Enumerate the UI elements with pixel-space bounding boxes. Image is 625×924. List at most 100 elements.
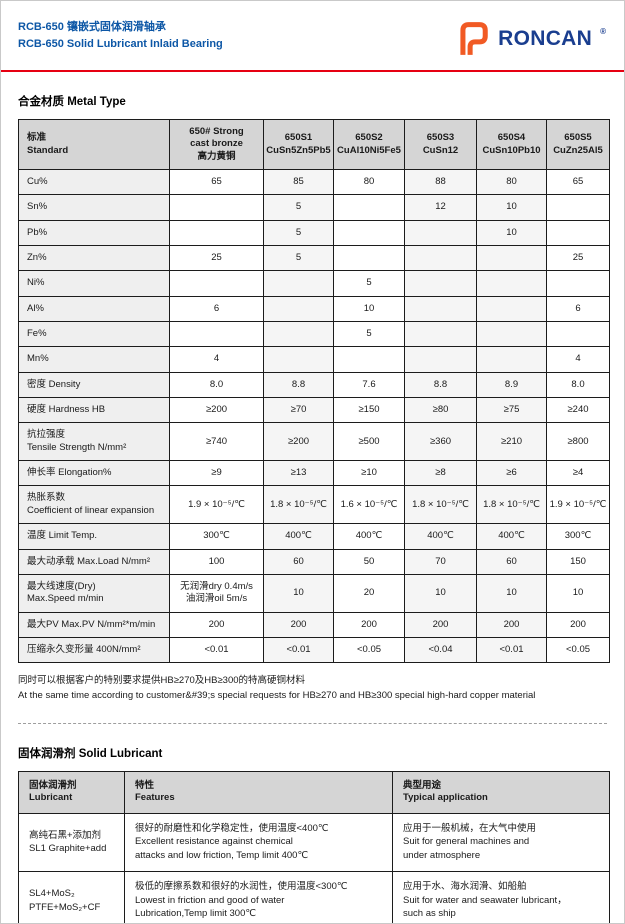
metal-value-cell <box>476 245 547 272</box>
table-row: 热胀系数 Coefficient of linear expansion 1.9 … <box>18 485 610 525</box>
metal-value-cell <box>169 270 264 297</box>
metal-table: 标准 Standard 650# Strong cast bronze 高力黄铜 6… <box>18 119 610 664</box>
metal-value-cell: 80 <box>333 168 405 196</box>
metal-standard-header: 标准 Standard <box>18 119 170 170</box>
metal-row-label: Pb% <box>18 219 170 247</box>
metal-value-cell: ≥200 <box>263 422 334 462</box>
metal-value-cell: 6 <box>169 295 264 323</box>
metal-value-cell: 300℃ <box>546 523 610 550</box>
lubricant-table: 固体润滑剂 Lubricant 特性 Features 典型用途 Typical a… <box>18 770 610 923</box>
metal-value-cell: 88 <box>404 168 477 196</box>
dashed-divider <box>18 722 607 724</box>
metal-value-cell: ≥240 <box>546 397 610 424</box>
metal-value-cell: 70 <box>404 548 477 575</box>
metal-value-cell: ≥75 <box>476 397 547 424</box>
metal-value-cell: 150 <box>546 548 610 575</box>
table-row: Zn% 25 5 25 <box>18 245 610 272</box>
metal-value-cell <box>333 219 405 247</box>
metal-value-cell: 5 <box>263 194 334 221</box>
registered-trademark-symbol: ® <box>600 26 606 36</box>
page-title: RCB-650 镶嵌式固体润滑轴承 RCB-650 Solid Lubrican… <box>18 19 223 53</box>
metal-value-cell <box>546 194 610 221</box>
metal-value-cell <box>404 245 477 272</box>
table-row: 高纯石黑+添加剂 SL1 Graphite+add 很好的耐磨性和化学稳定性，使用… <box>18 812 610 872</box>
metal-value-cell: 8.0 <box>546 371 610 399</box>
lubricant-application-cell: 应用于水、海水润滑、如船舶 Suit for water and seawate… <box>392 870 610 923</box>
metal-value-cell <box>404 321 477 348</box>
metal-value-cell <box>333 245 405 272</box>
metal-table-header: 标准 Standard 650# Strong cast bronze 高力黄铜 6… <box>18 119 610 170</box>
metal-row-label: Cu% <box>18 168 170 196</box>
table-row: Pb% 5 10 <box>18 219 610 247</box>
metal-value-cell <box>169 194 264 221</box>
metal-value-cell: 10 <box>263 573 334 613</box>
metal-row-label: 热胀系数 Coefficient of linear expansion <box>18 485 170 525</box>
metal-value-cell: 200 <box>546 611 610 638</box>
table-row: Al% 6 10 6 <box>18 295 610 323</box>
metal-value-cell: 5 <box>333 321 405 348</box>
table-row: 硬度 Hardness HB ≥200 ≥70 ≥150 ≥80 ≥75 ≥240 <box>18 397 610 424</box>
metal-row-label: Zn% <box>18 245 170 272</box>
metal-value-cell: ≥800 <box>546 422 610 462</box>
metal-row-label: 压缩永久变形量 400N/mm² <box>18 636 170 664</box>
red-divider-rule <box>1 70 624 72</box>
metal-value-cell: 1.9 × 10⁻⁵/℃ <box>546 485 610 525</box>
lubricant-application-cell: 应用于一般机械，在大气中使用 Suit for general machines… <box>392 812 610 872</box>
metal-value-cell: 200 <box>169 611 264 638</box>
metal-value-cell: <0.01 <box>169 636 264 664</box>
metal-row-label: 硬度 Hardness HB <box>18 397 170 424</box>
metal-row-label: Mn% <box>18 346 170 373</box>
metal-value-cell: 1.8 × 10⁻⁵/℃ <box>263 485 334 525</box>
metal-value-cell: ≥13 <box>263 460 334 487</box>
metal-row-label: 伸长率 Elongation% <box>18 460 170 487</box>
metal-value-cell: ≥200 <box>169 397 264 424</box>
metal-value-cell: ≥740 <box>169 422 264 462</box>
table-row: 伸长率 Elongation% ≥9 ≥13 ≥10 ≥8 ≥6 ≥4 <box>18 460 610 487</box>
metal-row-label: Al% <box>18 295 170 323</box>
metal-value-cell: 400℃ <box>476 523 547 550</box>
metal-value-cell: 12 <box>404 194 477 221</box>
metal-value-cell: 65 <box>546 168 610 196</box>
lubricant-col-header: 典型用途 Typical application <box>392 770 610 814</box>
metal-value-cell: 8.0 <box>169 371 264 399</box>
lubricant-features-cell: 极低的摩擦系数和很好的水润性，使用温度<300℃ Lowest in frict… <box>124 870 393 923</box>
table-row: 最大PV Max.PV N/mm²*m/min 200 200 200 200 200 20… <box>18 611 610 638</box>
metal-value-cell: 300℃ <box>169 523 264 550</box>
table-row: Cu% 65 85 80 88 80 65 <box>18 168 610 196</box>
metal-col-header: 650S1 CuSn5Zn5Pb5 <box>263 119 334 170</box>
lubricant-table-header: 固体润滑剂 Lubricant 特性 Features 典型用途 Typical a… <box>18 770 610 814</box>
metal-row-label: 最大PV Max.PV N/mm²*m/min <box>18 611 170 638</box>
metal-value-cell: 10 <box>476 573 547 613</box>
metal-value-cell: 8.8 <box>263 371 334 399</box>
metal-value-cell <box>404 295 477 323</box>
brand-logo: RONCAN ® <box>455 21 606 57</box>
metal-value-cell: 60 <box>476 548 547 575</box>
metal-col-header: 650S5 CuZn25Al5 <box>546 119 610 170</box>
note-line-en: At the same time according to customer&#… <box>18 689 536 701</box>
table-row: 温度 Limit Temp. 300℃ 400℃ 400℃ 400℃ 400℃ 300℃ <box>18 523 610 550</box>
metal-value-cell: 1.8 × 10⁻⁵/℃ <box>476 485 547 525</box>
metal-row-label: 最大线速度(Dry) Max.Speed m/min <box>18 573 170 613</box>
metal-value-cell: 1.9 × 10⁻⁵/℃ <box>169 485 264 525</box>
metal-value-cell: 5 <box>263 245 334 272</box>
table-row: 密度 Density 8.0 8.8 7.6 8.8 8.9 8.0 <box>18 371 610 399</box>
table-row: Fe% 5 <box>18 321 610 348</box>
metal-row-label: 最大动承载 Max.Load N/mm² <box>18 548 170 575</box>
table-row: 压缩永久变形量 400N/mm² <0.01 <0.01 <0.05 <0.04 <0.0… <box>18 636 610 664</box>
table-row: 最大线速度(Dry) Max.Speed m/min 无润滑dry 0.4m/s … <box>18 573 610 613</box>
metal-value-cell: <0.01 <box>263 636 334 664</box>
metal-value-cell: 50 <box>333 548 405 575</box>
lubricant-lubricant-cell: SL4+MoS₂ PTFE+MoS₂+CF <box>18 870 125 923</box>
metal-value-cell <box>169 321 264 348</box>
lubricant-col-header: 特性 Features <box>124 770 393 814</box>
metal-value-cell: <0.05 <box>546 636 610 664</box>
metal-row-label: Fe% <box>18 321 170 348</box>
metal-value-cell: <0.05 <box>333 636 405 664</box>
metal-value-cell: 25 <box>169 245 264 272</box>
metal-value-cell: 4 <box>546 346 610 373</box>
metal-value-cell: 100 <box>169 548 264 575</box>
metal-value-cell <box>476 346 547 373</box>
metal-value-cell: 6 <box>546 295 610 323</box>
metal-value-cell: 25 <box>546 245 610 272</box>
